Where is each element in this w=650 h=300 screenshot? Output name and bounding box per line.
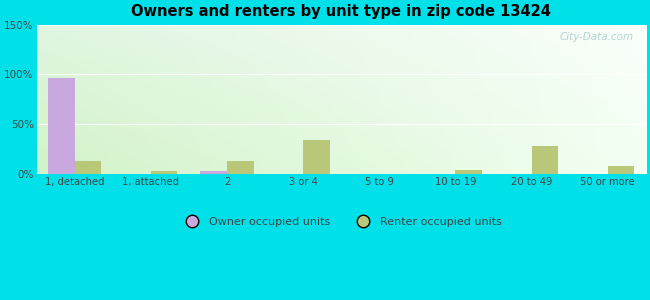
Bar xyxy=(608,167,634,174)
Bar xyxy=(532,146,558,174)
Bar xyxy=(75,161,101,174)
Title: Owners and renters by unit type in zip code 13424: Owners and renters by unit type in zip c… xyxy=(131,4,551,19)
Bar xyxy=(303,140,330,174)
Bar xyxy=(151,171,177,174)
Bar xyxy=(456,170,482,174)
Bar xyxy=(200,171,227,174)
Legend: Owner occupied units, Renter occupied units: Owner occupied units, Renter occupied un… xyxy=(176,213,506,232)
Bar xyxy=(48,79,75,174)
Text: City-Data.com: City-Data.com xyxy=(560,32,634,42)
Bar xyxy=(227,161,254,174)
